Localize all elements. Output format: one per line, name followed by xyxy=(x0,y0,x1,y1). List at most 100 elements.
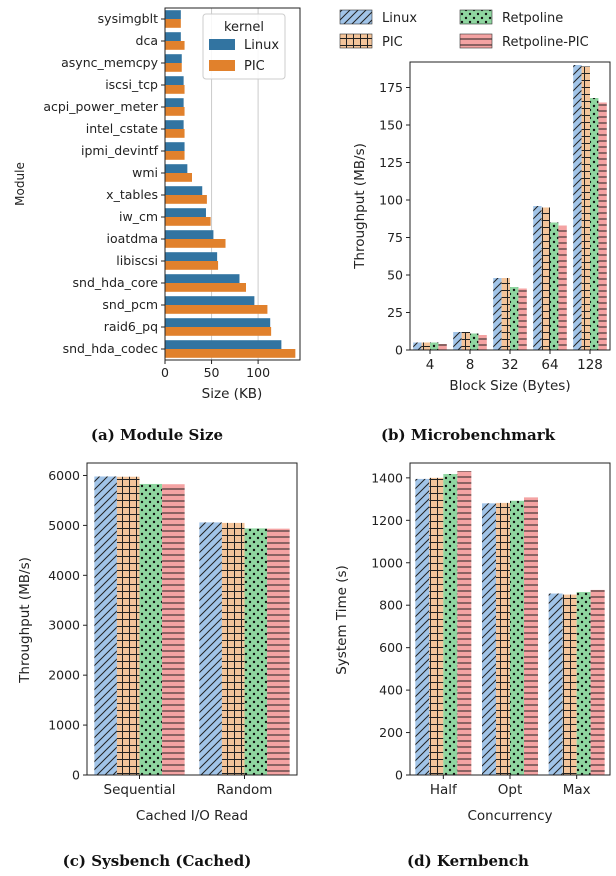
category-label: snd_hda_codec xyxy=(63,341,159,356)
bar-retpoline-sequential xyxy=(139,483,163,775)
kernbench-x-tick-labels: Half Opt Max xyxy=(430,775,591,798)
module-size-legend-swatch-pic xyxy=(209,60,235,71)
y-tick-label: 200 xyxy=(379,725,403,740)
module-size-bars xyxy=(165,10,296,358)
kernbench-bars xyxy=(415,471,605,775)
bar-linux-snd_hda_codec xyxy=(165,340,282,349)
category-label: wmi xyxy=(132,165,158,180)
bar-retpoline-random xyxy=(244,528,268,775)
bar-linux-random xyxy=(199,522,222,775)
bar-retpoline-4 xyxy=(430,342,439,350)
x-tick-label: Opt xyxy=(498,782,523,798)
y-tick-label: 50 xyxy=(387,268,403,283)
bar-linux-async_memcpy xyxy=(165,54,182,63)
bar-pic-ipmi_devintf xyxy=(165,151,185,160)
y-tick-label: 175 xyxy=(379,80,403,95)
bar-linux-acpi_power_meter xyxy=(165,98,184,107)
category-label: raid6_pq xyxy=(104,319,158,334)
module-size-y-axis-label: Module xyxy=(13,162,27,206)
y-tick-label: 400 xyxy=(379,683,403,698)
bar-linux-iscsi_tcp xyxy=(165,76,184,85)
bar-retpoline-32 xyxy=(510,287,519,350)
kernbench-y-axis-label: System Time (s) xyxy=(334,565,350,675)
microbenchmark-y-tick-labels: 0 25 50 75 100 125 150 175 xyxy=(379,80,410,358)
module-size-legend-swatch-linux xyxy=(209,39,235,50)
sysbench-bars xyxy=(94,476,290,775)
kernbench-y-tick-labels: 0 200 400 600 800 1000 1200 1400 xyxy=(371,470,410,783)
bar-pic-acpi_power_meter xyxy=(165,107,185,116)
bar-retpoline-half xyxy=(443,474,458,775)
bar-pic-iscsi_tcp xyxy=(165,85,185,94)
bar-retpoline-pic-32 xyxy=(518,288,527,350)
bar-linux-sequential xyxy=(94,476,117,775)
category-label: sysimgblt xyxy=(98,11,158,26)
y-tick-label: 3000 xyxy=(48,618,80,633)
bar-pic-snd_hda_codec xyxy=(165,349,296,358)
x-tick-label: Half xyxy=(430,782,458,798)
x-tick-label: 32 xyxy=(501,357,518,373)
bar-retpoline-128 xyxy=(590,98,599,350)
category-label: acpi_power_meter xyxy=(43,99,159,114)
legend-label-retpoline: Retpoline xyxy=(502,11,563,26)
legend-label-pic: PIC xyxy=(382,35,403,50)
legend-swatch-pic xyxy=(339,33,373,49)
bar-linux-opt xyxy=(482,503,496,775)
y-tick-label: 0 xyxy=(395,343,403,358)
bar-linux-raid6_pq xyxy=(165,318,271,327)
panel-a: sysimgblt dca async_memcpy iscsi_tcp acpi_po… xyxy=(13,7,301,444)
bar-pic-opt xyxy=(496,502,510,775)
bar-linux-64 xyxy=(533,206,542,350)
bar-retpoline-pic-half xyxy=(457,471,472,775)
kernbench-plot-frame xyxy=(409,462,611,776)
bar-retpoline-pic-sequential xyxy=(162,484,185,775)
bar-pic-wmi xyxy=(165,173,192,182)
bar-pic-x_tables xyxy=(165,195,207,204)
bar-pic-ioatdma xyxy=(165,239,226,248)
module-size-x-axis-label: Size (KB) xyxy=(202,386,263,402)
bar-pic-libiscsi xyxy=(165,261,219,270)
category-label: intel_cstate xyxy=(86,121,159,136)
caption-microbenchmark: (b) Microbenchmark xyxy=(381,426,556,444)
bar-retpoline-pic-64 xyxy=(558,225,567,350)
y-tick-label: 5000 xyxy=(48,518,80,533)
panel-c: 0 1000 2000 3000 4000 5000 6000 Sequential Rand… xyxy=(17,462,298,870)
sysbench-y-axis-label: Throughput (MB/s) xyxy=(17,557,33,684)
bar-linux-128 xyxy=(573,65,582,350)
y-tick-label: 1000 xyxy=(371,555,403,570)
bar-retpoline-pic-max xyxy=(590,589,605,775)
module-size-legend-label-pic: PIC xyxy=(244,59,265,74)
module-size-plot-frame xyxy=(164,7,301,361)
y-tick-label: 150 xyxy=(379,118,403,133)
y-tick-label: 4000 xyxy=(48,568,80,583)
bar-retpoline-opt xyxy=(510,500,524,775)
category-label: libiscsi xyxy=(116,253,158,268)
y-tick-label: 100 xyxy=(379,193,403,208)
bar-pic-dca xyxy=(165,41,185,50)
x-tick-label: 64 xyxy=(541,357,558,373)
bar-linux-intel_cstate xyxy=(165,120,184,129)
legend-swatch-retpoline-pic xyxy=(459,33,493,49)
legend-swatch-linux xyxy=(339,9,373,25)
x-tick-label: 128 xyxy=(577,357,603,373)
module-size-category-labels: sysimgblt dca async_memcpy iscsi_tcp acpi_po… xyxy=(43,11,165,356)
category-label: iscsi_tcp xyxy=(105,77,158,92)
bar-linux-max xyxy=(548,593,563,775)
y-tick-label: 125 xyxy=(379,155,403,170)
panel-b: 0 25 50 75 100 125 150 175 4 8 32 64 128 Block Size… xyxy=(352,61,611,444)
x-tick-label: Sequential xyxy=(104,782,176,798)
bar-retpoline-pic-128 xyxy=(598,102,607,350)
shared-legend: Linux Retpoline PIC Retpoline-PIC xyxy=(339,9,589,50)
bar-linux-wmi xyxy=(165,164,188,173)
legend-label-linux: Linux xyxy=(382,11,417,26)
bar-retpoline-8 xyxy=(470,333,479,350)
bar-pic-iw_cm xyxy=(165,217,211,226)
category-label: ipmi_devintf xyxy=(81,143,159,158)
y-tick-label: 0 xyxy=(72,768,80,783)
bar-pic-raid6_pq xyxy=(165,327,272,336)
bar-retpoline-pic-4 xyxy=(438,344,447,350)
bar-pic-snd_hda_core xyxy=(165,283,246,292)
category-label: snd_hda_core xyxy=(73,275,159,290)
bar-pic-half xyxy=(429,477,444,775)
bar-retpoline-pic-8 xyxy=(478,335,487,350)
y-tick-label: 25 xyxy=(387,305,403,320)
